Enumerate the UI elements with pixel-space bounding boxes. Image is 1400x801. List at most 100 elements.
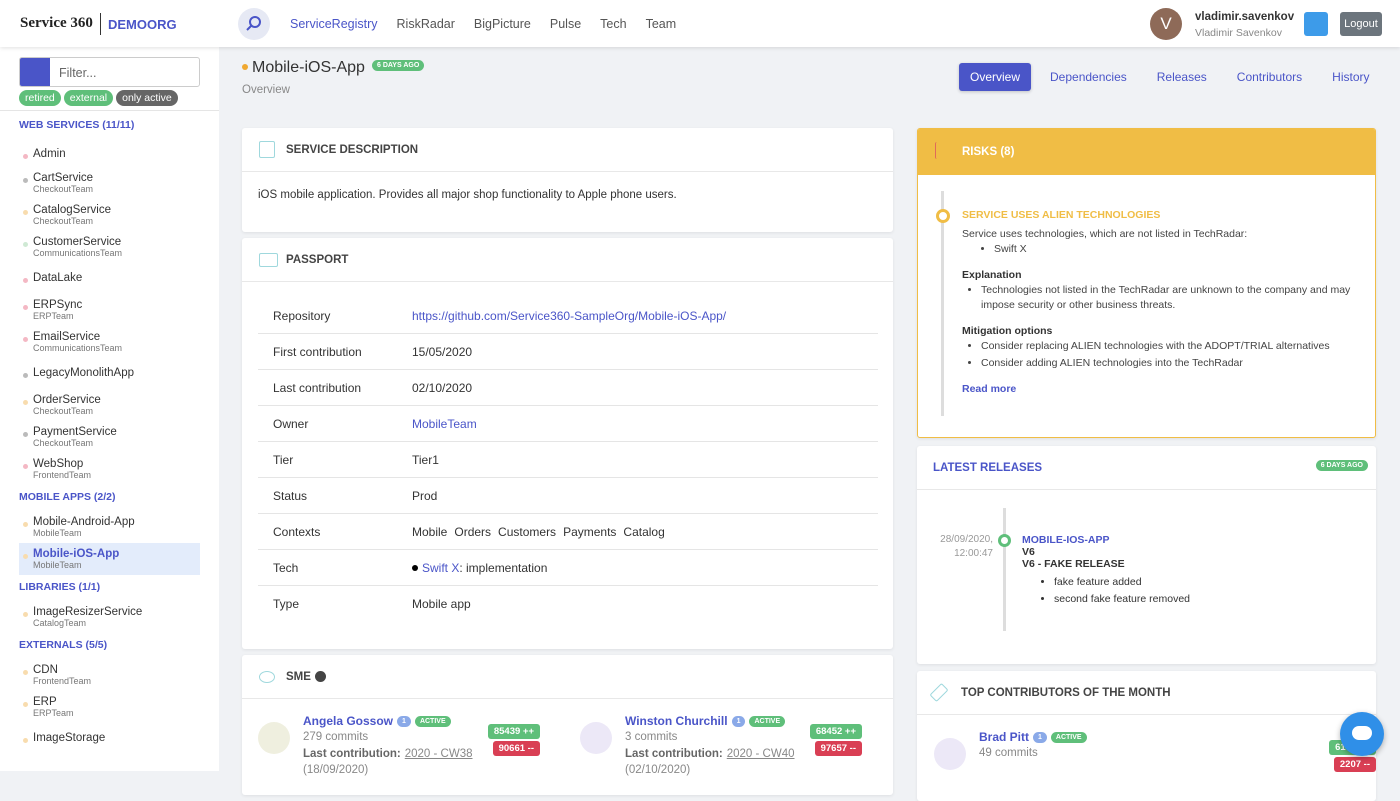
- search-button[interactable]: [238, 8, 270, 40]
- service-item[interactable]: OrderService CheckoutTeam: [0, 389, 200, 421]
- filter-tag[interactable]: external: [63, 90, 114, 106]
- service-item[interactable]: CatalogService CheckoutTeam: [0, 199, 200, 231]
- nav-item[interactable]: RiskRadar: [396, 16, 455, 31]
- service-name: DataLake: [33, 272, 83, 284]
- service-item[interactable]: ERPSync ERPTeam: [0, 294, 200, 326]
- avatar: [934, 738, 966, 770]
- age-badge: 6 DAYS AGO: [1315, 460, 1368, 471]
- service-item[interactable]: CustomerService CommunicationsTeam: [0, 231, 200, 263]
- service-team: ERPTeam: [33, 311, 74, 321]
- help-icon[interactable]: [314, 671, 326, 682]
- context: Payments: [563, 524, 617, 539]
- service-item[interactable]: EmailService CommunicationsTeam: [0, 326, 200, 358]
- service-item[interactable]: WebShop FrontendTeam: [0, 453, 200, 485]
- chat-button[interactable]: [1340, 712, 1384, 756]
- rank-badge: 1: [731, 716, 746, 728]
- group-title[interactable]: WEB SERVICES (11/11): [19, 119, 135, 131]
- context: Orders: [454, 524, 492, 539]
- row-label: Contexts: [273, 524, 321, 539]
- release-name: V6 - FAKE RELEASE: [1022, 558, 1125, 570]
- commits: 279 commits: [303, 731, 369, 743]
- last-week[interactable]: 2020 - CW40: [726, 748, 795, 760]
- service-item[interactable]: CartService CheckoutTeam: [0, 167, 200, 199]
- person: Angela Gossow 1 ACTIVE 279 commits Last cont…: [258, 714, 558, 794]
- status-dot: [23, 670, 28, 675]
- card-header: TOP CONTRIBUTORS OF THE MONTH: [917, 671, 1376, 715]
- service-item[interactable]: Mobile-Android-App MobileTeam: [0, 511, 200, 543]
- name[interactable]: Brad Pitt: [979, 730, 1030, 744]
- service-item[interactable]: CDN FrontendTeam: [0, 659, 200, 691]
- filter-tag[interactable]: retired: [19, 90, 61, 106]
- tab[interactable]: History: [1332, 70, 1370, 84]
- org[interactable]: DEMOORG: [108, 17, 177, 32]
- avatar[interactable]: V: [1150, 8, 1182, 40]
- filter[interactable]: Filter...: [19, 57, 200, 87]
- header: Service 360 DEMOORG ServiceRegistry RiskR…: [0, 0, 1400, 47]
- avatar: [580, 722, 612, 754]
- filter-button[interactable]: [20, 58, 50, 86]
- nav-item[interactable]: ServiceRegistry: [290, 16, 378, 31]
- service-team: CommunicationsTeam: [33, 248, 123, 258]
- filter-tag[interactable]: only active: [116, 90, 178, 106]
- row-text: 02/10/2020: [412, 380, 473, 395]
- nav-item[interactable]: BigPicture: [473, 16, 531, 31]
- tech-link[interactable]: Swift X: [422, 560, 460, 575]
- service-item[interactable]: LegacyMonolithApp: [0, 358, 200, 389]
- risk-item: SERVICE USES ALIEN TECHNOLOGIES Service u…: [936, 209, 1362, 395]
- service-item[interactable]: Mobile-iOS-App MobileTeam: [19, 543, 200, 575]
- last-contribution: Last contribution: 2020 - CW38: [303, 748, 473, 760]
- last-date: (18/09/2020): [303, 764, 369, 776]
- card-title: RISKS (8): [962, 146, 1015, 158]
- lines-added: 68452 ++: [809, 724, 862, 739]
- service-item[interactable]: Admin: [0, 139, 200, 167]
- lines-removed: 90661 --: [492, 741, 540, 756]
- nav-item[interactable]: Pulse: [549, 16, 582, 31]
- passport-row: Contexts Mobile Orders Customers Payments Cat…: [258, 514, 878, 550]
- row-text[interactable]: https://github.com/Service360-SampleOrg/…: [412, 308, 727, 323]
- read-more[interactable]: Read more: [962, 383, 1017, 395]
- service-item[interactable]: PaymentService CheckoutTeam: [0, 421, 200, 453]
- row-text[interactable]: MobileTeam: [412, 416, 477, 431]
- status-dot: [23, 337, 28, 342]
- card-header: SME: [242, 655, 893, 699]
- timeline: [941, 191, 944, 416]
- rank-badge: 1: [1033, 732, 1047, 744]
- tab[interactable]: Releases: [1156, 70, 1207, 84]
- group-title[interactable]: EXTERNALS (5/5): [19, 639, 108, 651]
- last-week[interactable]: 2020 - CW38: [404, 748, 473, 760]
- timeline: [1003, 508, 1006, 631]
- logo[interactable]: Service 360: [20, 15, 93, 31]
- status-dot: [23, 432, 28, 437]
- release-marker: [998, 534, 1011, 547]
- tab[interactable]: Contributors: [1236, 70, 1303, 84]
- tab[interactable]: Overview: [959, 63, 1032, 91]
- service-item[interactable]: DataLake: [0, 263, 200, 294]
- service-team: CheckoutTeam: [33, 216, 94, 226]
- group-title[interactable]: MOBILE APPS (2/2): [19, 491, 116, 503]
- name[interactable]: Winston Churchill: [625, 714, 728, 728]
- service-name: ERPSync: [33, 299, 83, 311]
- status-dot: [23, 242, 28, 247]
- icon: [259, 253, 278, 267]
- row-label: Tier: [273, 452, 294, 467]
- passport-row: Tech Swift X: implementation: [258, 550, 878, 586]
- nav-item[interactable]: Team: [645, 16, 677, 31]
- admin-button[interactable]: [1304, 12, 1328, 36]
- release-service[interactable]: MOBILE-IOS-APP: [1022, 534, 1110, 546]
- service-item[interactable]: ERP ERPTeam: [0, 691, 200, 723]
- risk-list: Swift X: [962, 242, 1362, 257]
- row-label: Last contribution: [273, 380, 362, 395]
- group-title[interactable]: LIBRARIES (1/1): [19, 581, 101, 593]
- tab[interactable]: Dependencies: [1050, 70, 1127, 84]
- rank-badge: 1: [397, 716, 411, 728]
- service-item[interactable]: ImageStorage: [0, 723, 200, 754]
- passport-row: Last contribution 02/10/2020: [258, 370, 878, 406]
- service-item[interactable]: ImageResizerService CatalogTeam: [0, 601, 200, 633]
- nav-item[interactable]: Tech: [600, 16, 627, 31]
- status-dot: [23, 400, 28, 405]
- logout-button[interactable]: Logout: [1340, 12, 1382, 36]
- name[interactable]: Angela Gossow: [303, 714, 394, 728]
- row-text: Mobile app: [412, 597, 471, 611]
